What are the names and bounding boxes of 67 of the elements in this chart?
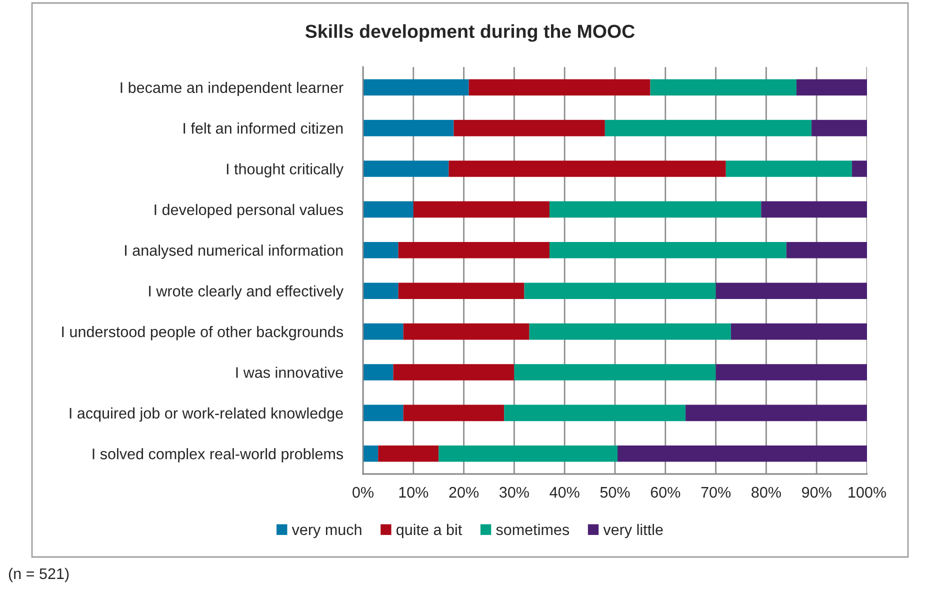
bar: [618, 446, 867, 462]
x-tick-label: 30%: [499, 486, 529, 498]
bar: [398, 242, 550, 258]
bar: [761, 201, 867, 218]
bar: [403, 323, 530, 340]
bar: [852, 160, 867, 177]
bar: [549, 242, 786, 258]
bar: [363, 201, 414, 218]
y-tick-label: I thought critically: [226, 163, 344, 178]
x-tick-label: 10%: [399, 486, 428, 498]
y-tick-label: I understood people of other backgrounds: [62, 326, 344, 340]
bar: [468, 79, 650, 96]
bar: [650, 79, 796, 96]
bar: [363, 242, 398, 258]
x-tick-label: 50%: [600, 486, 630, 498]
bar: [363, 79, 469, 96]
legend-label: very little: [603, 524, 663, 538]
bar: [393, 364, 514, 380]
bar: [454, 120, 605, 136]
x-tick-label: 20%: [449, 486, 479, 498]
x-tick-label: 100%: [848, 486, 886, 498]
bar: [812, 120, 867, 136]
x-tick-label: 70%: [701, 486, 731, 498]
bar: [363, 446, 378, 462]
bar: [716, 364, 867, 380]
y-tick-label: I developed personal values: [154, 204, 344, 218]
bar: [524, 282, 716, 299]
text: (n = 521): [8, 568, 69, 582]
bar: [448, 160, 726, 177]
y-tick-label: I wrote clearly and effectively: [149, 285, 344, 300]
bar: [686, 404, 867, 422]
y-tick-label: I acquired job or work-related knowledge: [70, 407, 343, 422]
y-tick-label: I was innovative: [236, 366, 343, 378]
bar: [796, 79, 867, 96]
bar: [504, 404, 686, 422]
bar: [363, 160, 449, 177]
bar: [363, 282, 398, 299]
bar: [549, 201, 762, 218]
legend-label: quite a bit: [396, 524, 462, 538]
y-tick-label: I solved complex real-world problems: [92, 448, 344, 462]
bar: [529, 323, 731, 340]
bar: [403, 404, 504, 422]
x-tick-label: 80%: [752, 486, 781, 498]
bar: [363, 364, 394, 380]
legend-label: sometimes: [496, 524, 570, 536]
y-tick-label: I became an independent learner: [120, 82, 344, 96]
bar: [604, 120, 812, 136]
bar: [413, 201, 550, 218]
bar: [786, 242, 867, 258]
x-tick-label: 40%: [550, 486, 580, 498]
x-tick-label: 90%: [802, 486, 832, 498]
bar: [363, 404, 404, 422]
y-tick-label: I analysed numerical information: [125, 244, 343, 259]
bar: [438, 446, 618, 462]
bar: [514, 364, 716, 380]
bar: [398, 282, 524, 299]
chart-title: Skills development during the MOOC: [305, 24, 635, 42]
bar: [716, 282, 867, 299]
x-tick-label: 0%: [352, 486, 374, 498]
x-tick-label: 60%: [650, 486, 680, 498]
bar: [363, 120, 454, 136]
y-tick-label: I felt an informed citizen: [184, 122, 343, 134]
legend-label: very much: [292, 524, 362, 538]
bar: [378, 446, 439, 462]
bar: [730, 323, 867, 340]
bar: [726, 160, 852, 177]
bar: [363, 323, 404, 340]
